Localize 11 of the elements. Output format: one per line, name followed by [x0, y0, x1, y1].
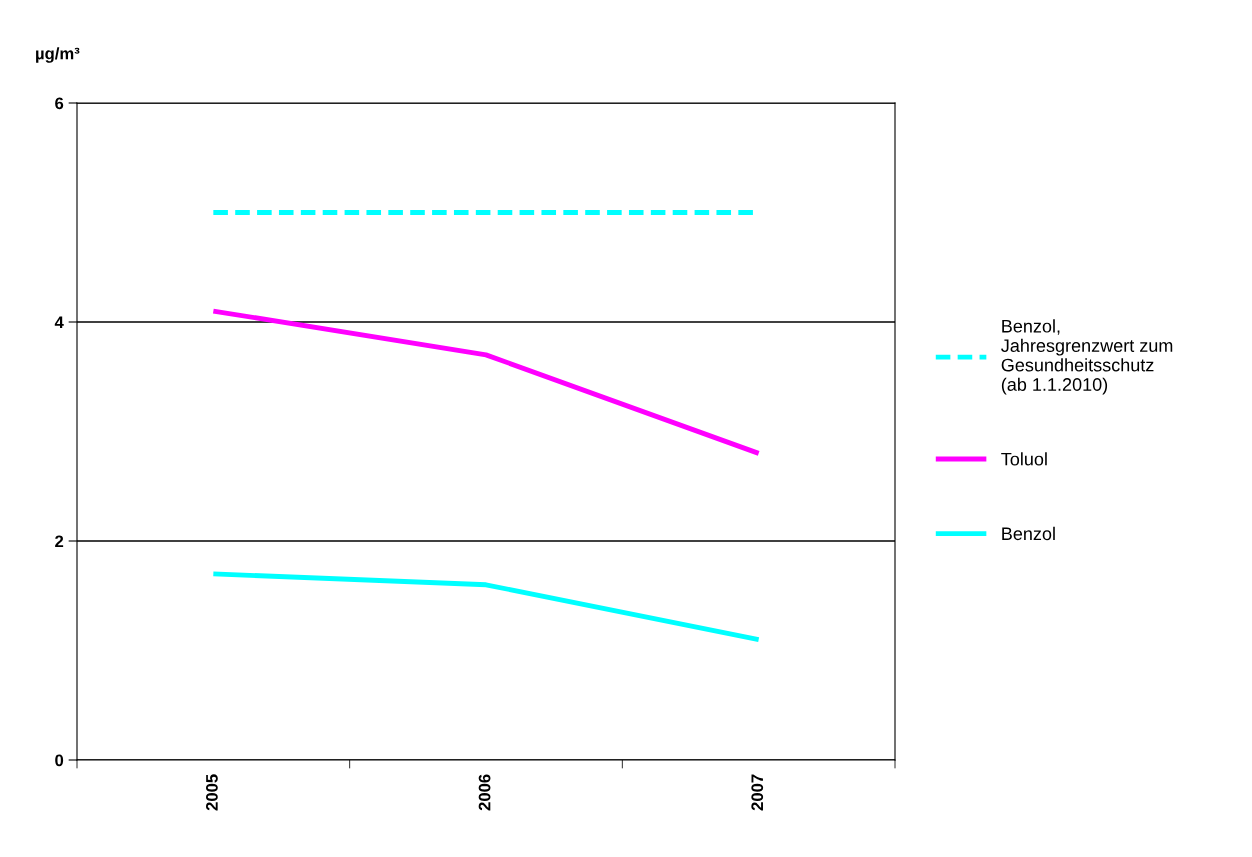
x-tick-label: 2005	[206, 774, 218, 811]
y-tick-label: 2	[55, 535, 64, 548]
y-tick-label: 4	[54, 316, 64, 329]
legend-label: Benzol, Jahresgrenzwert zum Gesundheitsschutz (ab 1.1.2010)	[1001, 319, 1173, 395]
y-tick-label: 6	[55, 97, 64, 110]
y-tick-label: 0	[55, 754, 64, 767]
legend-label: Benzol	[1002, 526, 1055, 541]
x-tick-label: 2006	[478, 774, 491, 811]
x-tick-label: 2007	[751, 774, 764, 811]
y-axis-title: µg/m³	[36, 47, 80, 63]
legend-label: Toluol	[1001, 452, 1047, 466]
